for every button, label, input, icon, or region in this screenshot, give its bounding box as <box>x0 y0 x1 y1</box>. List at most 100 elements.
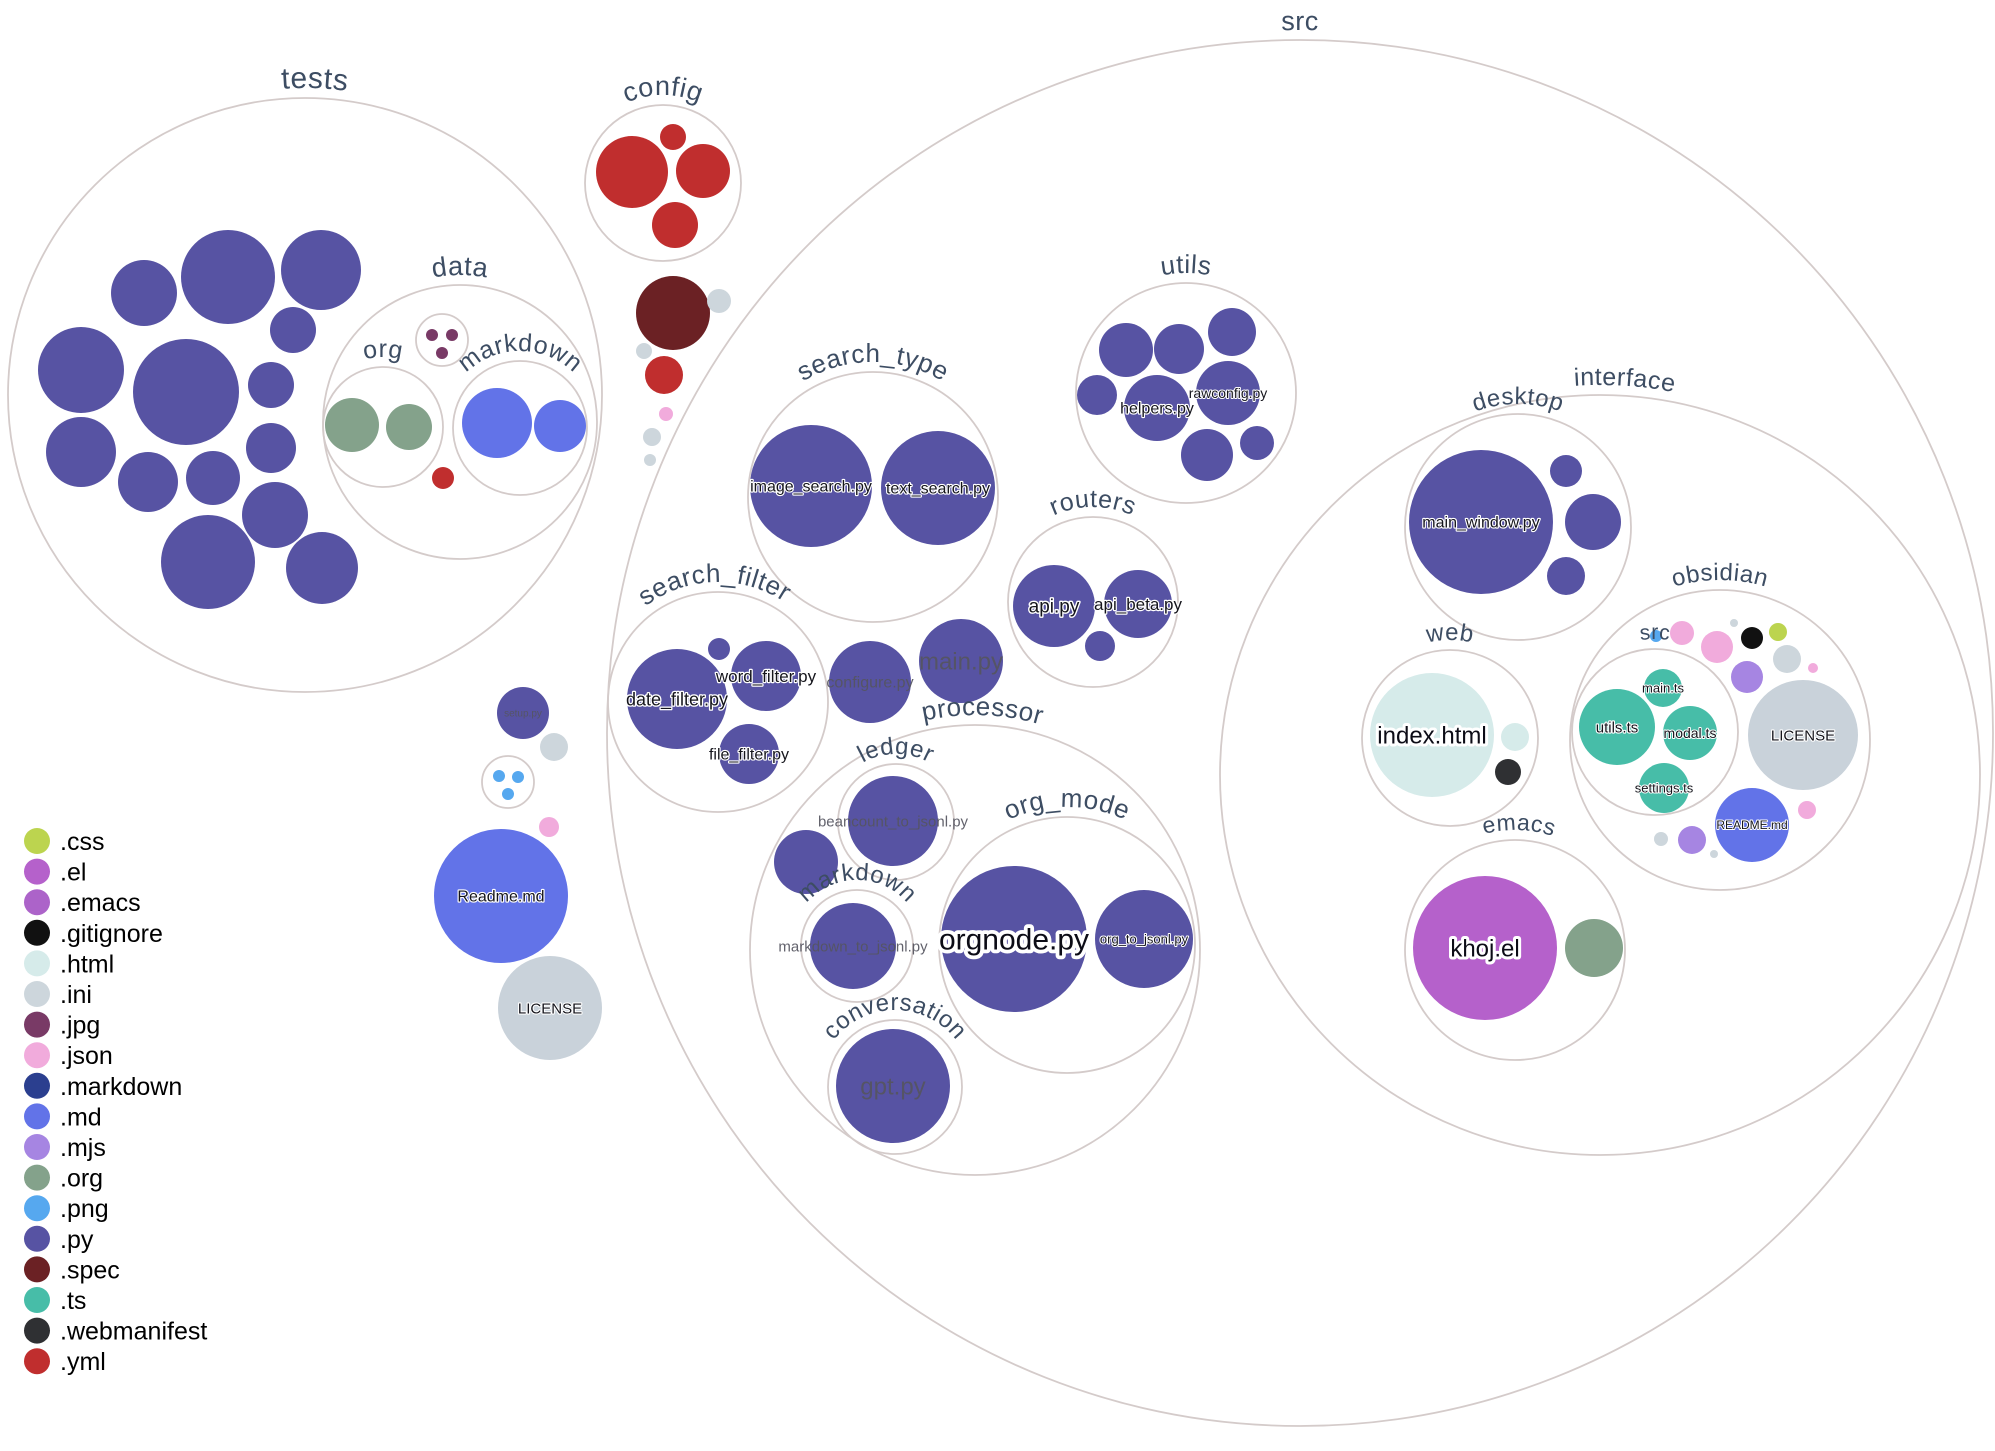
dir-processor-ledger-label: ledger <box>853 733 938 768</box>
file-date-filter-py-circle <box>627 649 727 749</box>
file-utils-ts-circle <box>1579 689 1655 765</box>
file-main-window-py-label: main_window.py <box>1422 515 1539 532</box>
file-root-ini-1-circle <box>707 289 731 313</box>
file-main-py-circle <box>919 619 1003 703</box>
legend-label-emacs: .emacs <box>60 889 141 917</box>
file-rawconfig-py-label: rawconfig.py <box>1189 385 1268 401</box>
file-obsidian-json-1-circle <box>1670 621 1694 645</box>
file-utils-py-6-circle <box>1240 426 1274 460</box>
legend-swatch-json <box>24 1042 50 1069</box>
file-readme-obsidian-label: README.md <box>1716 818 1787 832</box>
legend: .css .el.emacs .gitignore.html .ini .jpg.jso… <box>24 828 207 1376</box>
file-file-filter-py-circle <box>719 724 779 784</box>
file-root-json-1-circle <box>659 407 673 421</box>
dir-src-routers-circle <box>1007 516 1179 688</box>
file-main-ts-circle <box>1644 669 1682 707</box>
legend-swatch-py <box>24 1225 50 1252</box>
file-modal-ts-label: modal.ts <box>1664 725 1717 741</box>
file-root-png-3-circle <box>502 788 514 800</box>
file-root-png-1-circle <box>493 770 505 782</box>
file-obsidian-ini-4-circle <box>1710 850 1718 858</box>
file-root-json-2-circle <box>539 817 559 837</box>
file-data-jpg-2-circle <box>446 329 458 341</box>
legend-label-json: .json <box>60 1042 113 1070</box>
file-tests-py-12-circle <box>242 482 308 548</box>
legend-label-py: .py <box>60 1226 94 1254</box>
dir-interface-web-label: web <box>1424 619 1476 648</box>
dir-tests-data-org-circle <box>322 366 444 488</box>
file-word-filter-py-circle <box>731 641 801 711</box>
file-tests-py-9-circle <box>246 423 296 473</box>
legend-swatch-ts <box>24 1287 50 1313</box>
file-data-org-1-circle <box>325 398 379 452</box>
dir-tests-data-label: data <box>430 251 491 283</box>
legend-label-yml: .yml <box>60 1348 106 1376</box>
legend-swatch-md <box>24 1103 50 1130</box>
legend-swatch-gitignore <box>24 919 50 946</box>
file-obsidian-ini-1-circle <box>1730 619 1738 627</box>
file-root-ini-4-circle <box>644 454 656 466</box>
file-root-ini-2-circle <box>636 343 652 359</box>
legend-swatch-webmanifest <box>24 1317 50 1344</box>
file-rawconfig-py-circle <box>1196 361 1260 425</box>
files-layer <box>38 124 1858 1143</box>
file-index-html-circle <box>1370 673 1494 797</box>
dir-interface-emacs-label-text: emacs <box>1480 809 1559 841</box>
legend-label-jpg: .jpg <box>60 1012 100 1040</box>
file-tests-py-5-circle <box>38 327 124 413</box>
dir-processor-markdown-circle <box>800 889 914 1003</box>
file-utils-py-1-circle <box>1099 323 1153 377</box>
file-config-yml-2-circle <box>660 124 686 150</box>
file-processor-py-circle <box>774 830 838 894</box>
file-config-yml-1-circle <box>596 136 668 208</box>
dir-src-routers-label: routers <box>1045 485 1140 521</box>
file-date-filter-py-label: date_filter.py <box>626 689 728 710</box>
file-data-jpg-1-circle <box>426 329 438 341</box>
file-beancount-to-jsonl-py-circle <box>848 776 938 866</box>
dir-src-interface-label-text: interface <box>1573 363 1677 398</box>
dir-src-search_type-label: search_type <box>791 338 954 387</box>
dir-tests-data-org-label-text: org <box>361 335 405 365</box>
file-tests-py-3-circle <box>281 230 361 310</box>
dir-processor-ledger-circle <box>837 763 955 881</box>
file-obsidian-css-circle <box>1769 623 1787 641</box>
legend-swatch-jpg <box>24 1011 50 1038</box>
legend-swatch-html <box>24 950 50 977</box>
file-license-obsidian-label: LICENSE <box>1771 727 1835 744</box>
dir-obsidian-src-label-text: src <box>1639 621 1671 645</box>
file-readme-md-label: Readme.md <box>457 889 544 906</box>
dir-config-label: config <box>618 71 707 108</box>
legend-label-markdown: .markdown <box>60 1073 182 1101</box>
legend-label-ini: .ini <box>60 981 92 1009</box>
dir-src-search_filter-circle <box>607 591 829 813</box>
dir-interface-desktop-label: desktop <box>1469 383 1567 417</box>
file-emacs-org-circle <box>1565 919 1623 977</box>
dir-src-search_type-label-text: search_type <box>791 338 953 387</box>
file-tests-py-8-circle <box>46 417 116 487</box>
file-main-py-label: main.py <box>919 648 1003 675</box>
legend-label-el: .el <box>60 859 86 887</box>
dir-root-pngs-circle <box>481 755 535 809</box>
dir-processor-ledger-label-text: ledger <box>853 733 938 768</box>
file-api-py-circle <box>1013 565 1095 647</box>
file-settings-ts-label: settings.ts <box>1635 781 1694 796</box>
file-filter-small-py-circle <box>708 638 730 660</box>
dir-src-processor-circle <box>749 724 1201 1176</box>
dir-tests-label-text: tests <box>280 62 350 98</box>
dir-src-utils-label-text: utils <box>1158 249 1213 281</box>
dir-src-label-text: src <box>1281 6 1319 36</box>
file-tests-py-11-circle <box>186 451 240 505</box>
legend-swatch-markdown <box>24 1072 50 1099</box>
file-gpt-py-circle <box>836 1029 950 1143</box>
file-utils-py-3-circle <box>1208 308 1256 356</box>
file-helpers-py-label: helpers.py <box>1120 401 1194 418</box>
file-setup-py-circle <box>497 687 549 739</box>
dir-interface-desktop-label-text: desktop <box>1469 383 1567 417</box>
file-desktop-py-3-circle <box>1547 557 1585 595</box>
file-license-obsidian-circle <box>1748 680 1858 790</box>
dir-interface-emacs-label: emacs <box>1480 809 1559 841</box>
file-khoj-el-label: khoj.el <box>1450 935 1519 962</box>
file-khoj-el-circle <box>1413 876 1557 1020</box>
file-obsidian-ini-2-circle <box>1773 645 1801 673</box>
